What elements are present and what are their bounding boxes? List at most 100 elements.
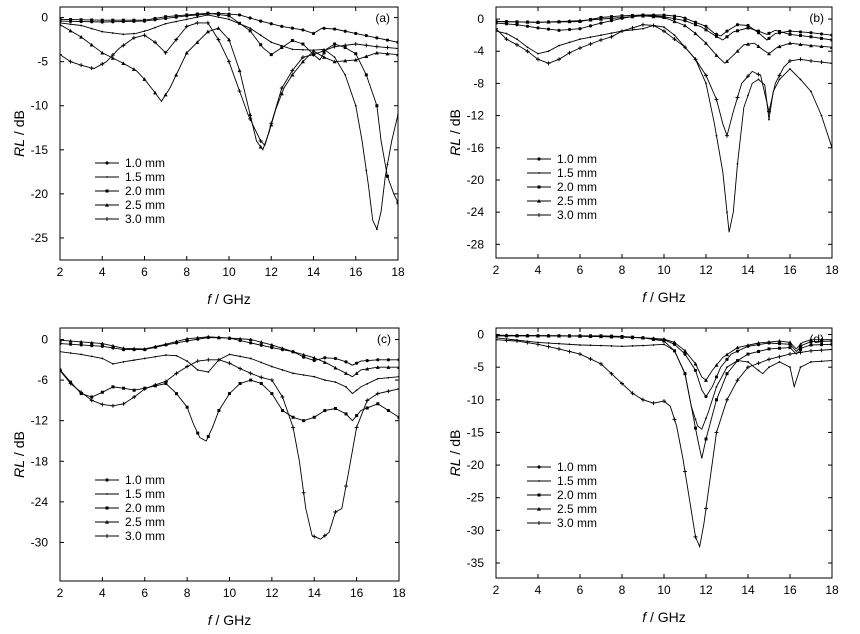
series-marker [726,366,728,369]
series-marker [259,343,263,347]
series-marker [249,27,252,30]
series-marker [323,379,326,381]
series-marker [258,144,263,149]
series-marker [68,381,73,386]
series-marker [536,20,540,24]
series-marker [789,68,791,70]
series-marker [778,361,781,363]
series-marker [756,44,761,49]
series-marker [68,59,73,64]
x-tick-label: 8 [184,586,191,600]
x-tick-label: 2 [57,586,64,600]
legend-marker [105,534,109,538]
y-axis-label: RL / dB [11,431,27,478]
x-tick-label: 10 [222,265,236,279]
series-marker [725,59,729,63]
series-marker [558,44,560,47]
series-marker [799,34,802,38]
series-marker [216,26,221,30]
series-marker [496,337,498,342]
y-tick-label: -25 [31,231,49,245]
series-marker [280,346,285,350]
legend-marker [106,493,108,495]
series-marker [746,352,750,356]
series-marker [89,398,94,403]
series-marker [525,20,530,24]
series-marker [547,342,550,344]
x-tick-label: 10 [223,586,237,600]
series-marker [302,374,305,376]
legend-label: 3.0 mm [557,208,597,222]
series-marker [579,38,581,41]
series-marker [163,342,168,346]
panel-label: (c) [377,332,391,346]
series-marker [196,431,200,435]
series-marker [588,334,593,338]
y-tick-label: -18 [31,454,49,468]
legend: 1.0 mm1.5 mm2.0 mm2.5 mm3.0 mm [527,460,597,530]
series-marker [599,17,603,21]
series-marker [89,340,94,345]
series-marker [343,58,348,63]
series-marker [259,43,263,47]
x-tick-label: 14 [307,265,321,279]
series-marker [333,42,337,46]
series-marker [312,358,316,363]
series-marker [195,20,200,25]
legend-marker [537,521,541,525]
x-tick-label: 16 [349,265,363,279]
x-tick-label: 14 [308,586,322,600]
series-marker [694,418,697,421]
series-marker [248,112,253,117]
series-marker [662,339,666,343]
series-marker [525,340,530,345]
series-marker [673,349,676,353]
series-marker [546,344,551,349]
series-marker [333,356,338,361]
y-tick-label: -15 [467,425,485,439]
series-2 [60,14,398,231]
series-marker [238,336,243,341]
series-marker [269,121,274,126]
series-marker [60,17,62,21]
series-marker [227,14,231,18]
series-marker [642,27,644,30]
y-tick-label: -30 [467,523,485,537]
series-marker [163,379,168,384]
series-marker [778,78,781,81]
series-marker [568,41,571,44]
series-marker [228,353,231,356]
legend-label: 3.0 mm [125,529,165,543]
y-tick-label: -20 [31,187,49,201]
series-marker [364,34,368,38]
legend-label: 2.0 mm [125,501,165,515]
series-marker [312,355,317,360]
x-tick-label: 4 [535,583,542,597]
series-marker [163,92,168,97]
series-marker [599,361,603,366]
series-marker [768,366,770,369]
series-marker [767,340,771,344]
y-axis-variable: RL [11,460,27,478]
series-marker [757,369,760,372]
legend-label: 1.5 mm [557,166,597,180]
series-marker [132,395,137,399]
legend-marker [105,203,109,207]
series-marker [89,66,94,71]
series-marker [578,27,582,31]
series-marker [375,228,378,231]
series-marker [756,341,761,345]
series-marker [810,361,812,363]
series-marker [651,14,656,19]
series-marker [830,33,832,37]
series-marker [704,394,708,399]
series-marker [715,385,718,388]
series-marker [736,29,739,33]
y-axis-label: RL / dB [447,109,463,156]
y-tick-label: -30 [31,535,49,549]
series-marker [819,44,824,49]
series-marker [153,90,158,95]
series-marker [60,368,62,373]
series-marker [525,333,530,338]
series-marker [630,391,635,396]
